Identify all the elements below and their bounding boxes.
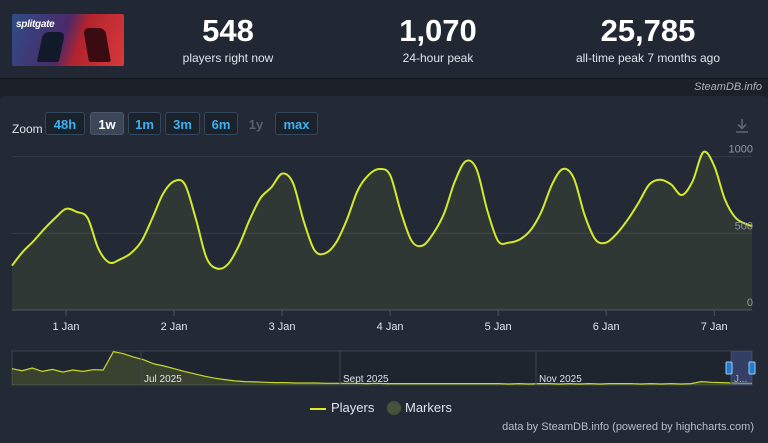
navigator-label: Sept 2025 (343, 374, 389, 385)
legend-markers-swatch (387, 401, 401, 415)
x-tick-label: 2 Jan (161, 321, 188, 333)
stat-label: players right now (182, 51, 274, 65)
chart-gridlines (12, 156, 752, 316)
stat-label: 24-hour peak (402, 51, 474, 65)
navigator-label: Jul 2025 (144, 374, 182, 385)
zoom-6m-button[interactable]: 6m (204, 112, 238, 135)
chart-credits[interactable]: data by SteamDB.info (powered by highcha… (502, 421, 754, 433)
zoom-1m-button[interactable]: 1m (128, 112, 161, 135)
x-axis-labels: 1 Jan 2 Jan 3 Jan 4 Jan 5 Jan 6 Jan 7 Jan (53, 321, 728, 333)
players-area (12, 151, 752, 310)
x-tick-label: 5 Jan (485, 321, 512, 333)
stat-value: 25,785 (600, 13, 696, 48)
navigator-handle-right[interactable] (748, 361, 756, 375)
legend-players-swatch (310, 408, 326, 410)
players-series[interactable] (11, 150, 753, 270)
zoom-3m-button[interactable]: 3m (165, 112, 200, 135)
x-tick-label: 7 Jan (701, 321, 728, 333)
header-bar: splitgate 548 players right now 1,070 24… (0, 0, 768, 79)
navigator-handle-left[interactable] (725, 361, 733, 375)
y-tick-label: 1000 (729, 144, 753, 156)
game-capsule-image[interactable]: splitgate (12, 14, 124, 66)
legend-players[interactable]: Players (331, 400, 375, 415)
zoom-label: Zoom (12, 122, 43, 136)
source-link[interactable]: SteamDB.info (694, 81, 762, 93)
zoom-1w-button[interactable]: 1w (90, 112, 124, 135)
legend-markers[interactable]: Markers (405, 400, 452, 415)
navigator-line (11, 351, 752, 385)
players-line[interactable] (11, 150, 753, 270)
navigator-background (11, 350, 753, 386)
chart-legend: Players Markers (0, 400, 768, 418)
stat-value: 1,070 (399, 13, 477, 48)
stat-24h-peak: 1,070 24-hour peak (348, 13, 528, 66)
game-logo-text: splitgate (16, 19, 55, 30)
stat-all-time-peak: 25,785 all-time peak 7 months ago (558, 13, 738, 66)
y-tick-label: 0 (747, 297, 753, 309)
navigator-label: Nov 2025 (539, 374, 582, 385)
x-tick-label: 3 Jan (269, 321, 296, 333)
navigator-selection[interactable] (731, 351, 752, 385)
y-tick-label: 500 (735, 220, 753, 232)
stat-label: all-time peak 7 months ago (575, 51, 721, 65)
zoom-48h-button[interactable]: 48h (45, 112, 85, 135)
x-tick-label: 1 Jan (53, 321, 80, 333)
navigator-label: J... (734, 374, 747, 385)
navigator-area (12, 351, 752, 385)
zoom-max-button[interactable]: max (275, 112, 318, 135)
stat-value: 548 (202, 13, 254, 48)
navigator[interactable]: Jul 2025 Sept 2025 Nov 2025 J... (11, 350, 756, 386)
y-axis-labels: 0 500 1000 (729, 144, 753, 309)
players-area-fill (12, 151, 752, 310)
x-tick-label: 6 Jan (593, 321, 620, 333)
zoom-1y-button: 1y (248, 117, 264, 132)
stat-players-now: 548 players right now (138, 13, 318, 66)
x-tick-label: 4 Jan (377, 321, 404, 333)
download-icon[interactable] (733, 117, 751, 135)
